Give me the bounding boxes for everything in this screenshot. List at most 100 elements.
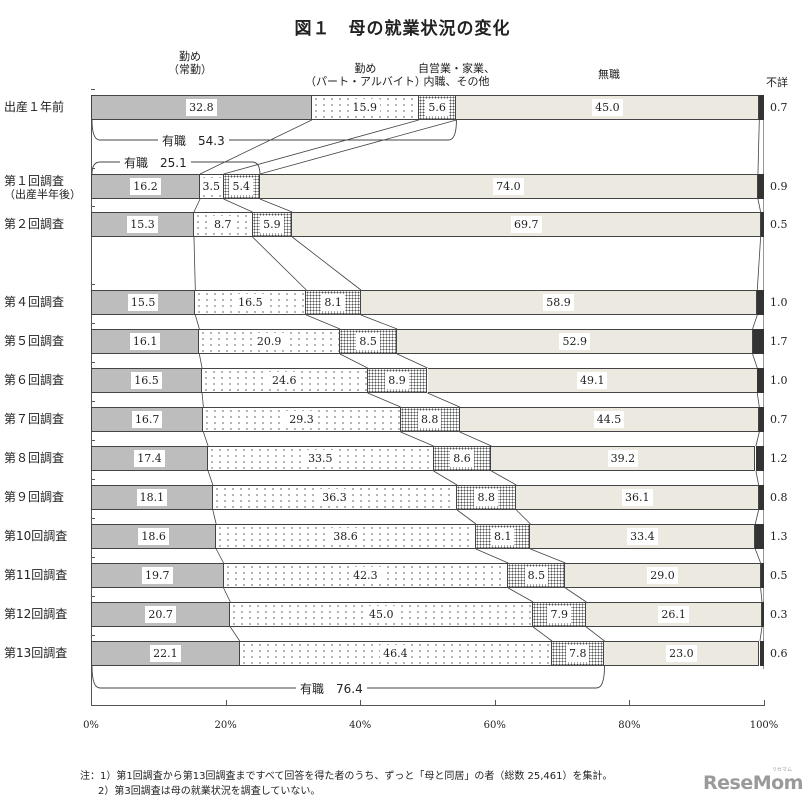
stacked-bar: 15.5 16.5 8.1 58.9 bbox=[91, 290, 764, 315]
unknown-value-label: 1.3 bbox=[770, 530, 788, 543]
value-label: 15.3 bbox=[127, 216, 158, 233]
value-label: 20.9 bbox=[253, 333, 285, 350]
bar-segment-self-employed: 8.8 bbox=[400, 407, 460, 432]
bar-segment-self-employed: 8.5 bbox=[508, 563, 566, 588]
bar-segment-unknown bbox=[757, 174, 764, 199]
y-tick bbox=[91, 440, 95, 441]
stacked-bar: 17.4 33.5 8.6 39.2 bbox=[91, 446, 764, 471]
value-label: 22.1 bbox=[150, 645, 181, 662]
bar-segment-regular: 15.5 bbox=[91, 290, 196, 315]
unknown-value-label: 0.7 bbox=[770, 101, 788, 114]
stacked-bar: 19.7 42.3 8.5 29.0 bbox=[91, 563, 764, 588]
x-tick-label: 80% bbox=[618, 720, 641, 731]
y-tick bbox=[91, 168, 95, 169]
footnote-1: 注：1）第1回調査から第13回調査まですべて回答を得た者のうち、ずっと「母と同居… bbox=[80, 771, 613, 782]
stacked-bar: 16.2 3.5 5.4 74.0 bbox=[91, 174, 764, 199]
value-label: 16.5 bbox=[235, 294, 266, 311]
value-label: 5.9 bbox=[260, 216, 284, 233]
value-label: 33.4 bbox=[627, 528, 658, 545]
stacked-bar: 18.1 36.3 8.8 36.1 bbox=[91, 485, 764, 510]
value-label: 8.7 bbox=[210, 216, 235, 233]
row-label: 第５回調査 bbox=[4, 334, 65, 348]
bar-segment-unknown bbox=[759, 641, 764, 666]
bar-segment-regular: 18.1 bbox=[91, 485, 213, 510]
legend-self-employed: 自営業・家業、 内職、その他 bbox=[418, 62, 495, 88]
bar-segment-self-employed: 5.9 bbox=[252, 212, 293, 237]
row-label: 第10回調査 bbox=[4, 529, 68, 543]
unknown-value-label: 1.0 bbox=[770, 296, 788, 309]
legend-unemployed: 無職 bbox=[598, 68, 620, 81]
unknown-value-label: 1.0 bbox=[770, 374, 788, 387]
x-tick-label: 60% bbox=[483, 720, 506, 731]
row-label: 出産１年前 bbox=[4, 100, 65, 114]
bar-segment-part-time: 24.6 bbox=[202, 368, 368, 393]
value-label: 8.8 bbox=[474, 489, 498, 506]
bar-segment-part-time: 36.3 bbox=[212, 485, 458, 510]
value-label: 46.4 bbox=[380, 645, 411, 662]
value-label: 69.7 bbox=[511, 216, 542, 233]
bar-segment-unknown bbox=[755, 446, 764, 471]
x-tick bbox=[494, 700, 496, 706]
bar-segment-regular: 32.8 bbox=[91, 95, 312, 120]
value-label: 26.1 bbox=[658, 606, 689, 623]
unknown-value-label: 0.9 bbox=[770, 180, 788, 193]
value-label: 19.7 bbox=[142, 567, 173, 584]
y-tick bbox=[91, 557, 95, 558]
brace-label-employed-before-birth: 有職 54.3 bbox=[158, 132, 229, 149]
value-label: 18.1 bbox=[136, 489, 168, 506]
value-label: 36.1 bbox=[622, 489, 653, 506]
bar-segment-self-employed: 8.1 bbox=[306, 290, 361, 315]
unknown-value-label: 1.7 bbox=[770, 335, 788, 348]
bar-segment-regular: 19.7 bbox=[91, 563, 224, 588]
y-tick bbox=[91, 479, 95, 480]
value-label: 8.5 bbox=[356, 333, 380, 350]
bar-segment-unemployed: 33.4 bbox=[530, 524, 756, 549]
value-label: 16.7 bbox=[131, 411, 163, 428]
row-label: 第４回調査 bbox=[4, 295, 65, 309]
bar-segment-regular: 18.6 bbox=[91, 524, 217, 549]
bar-segment-part-time: 45.0 bbox=[230, 602, 534, 627]
value-label: 8.5 bbox=[524, 567, 549, 584]
unknown-value-label: 1.2 bbox=[770, 452, 788, 465]
x-tick-label: 40% bbox=[349, 720, 372, 731]
bar-segment-unemployed: 49.1 bbox=[427, 368, 758, 393]
row-label: 第12回調査 bbox=[4, 607, 68, 621]
footnote-2: 2）第3回調査は母の就業状況を調査していない。 bbox=[98, 786, 321, 797]
bar-segment-self-employed: 5.4 bbox=[223, 174, 260, 199]
bar-segment-regular: 20.7 bbox=[91, 602, 231, 627]
bar-segment-self-employed: 8.8 bbox=[457, 485, 517, 510]
bar-segment-unemployed: 29.0 bbox=[565, 563, 761, 588]
value-label: 3.5 bbox=[199, 178, 224, 195]
row-label: 第２回調査 bbox=[4, 217, 65, 231]
bar-segment-unemployed: 58.9 bbox=[360, 290, 758, 315]
bar-segment-self-employed: 5.6 bbox=[418, 95, 457, 120]
y-tick bbox=[91, 284, 95, 285]
bar-segment-self-employed: 7.8 bbox=[552, 641, 605, 666]
value-label: 16.1 bbox=[129, 333, 161, 350]
bar-segment-unemployed: 69.7 bbox=[292, 212, 762, 237]
stacked-bar: 20.7 45.0 7.9 26.1 bbox=[91, 602, 764, 627]
bar-segment-unknown bbox=[760, 563, 764, 588]
bar-segment-regular: 16.5 bbox=[91, 368, 203, 393]
bar-segment-unemployed: 36.1 bbox=[516, 485, 760, 510]
y-tick bbox=[91, 323, 95, 324]
bar-segment-self-employed: 8.5 bbox=[340, 329, 398, 354]
value-label: 7.9 bbox=[547, 606, 571, 623]
x-tick-label: 20% bbox=[214, 720, 237, 731]
value-label: 20.7 bbox=[145, 606, 176, 623]
value-label: 5.6 bbox=[425, 99, 449, 116]
value-label: 16.2 bbox=[130, 178, 161, 195]
bar-segment-unemployed: 23.0 bbox=[604, 641, 760, 666]
value-label: 17.4 bbox=[134, 450, 165, 467]
value-label: 45.0 bbox=[592, 99, 623, 116]
row-label: 第１回調査 （出産半年後） bbox=[4, 174, 81, 202]
brace-label-employed-survey1: 有職 25.1 bbox=[120, 154, 191, 171]
unknown-value-label: 0.3 bbox=[770, 608, 788, 621]
value-label: 74.0 bbox=[493, 178, 524, 195]
bar-segment-part-time: 29.3 bbox=[203, 407, 401, 432]
value-label: 23.0 bbox=[666, 645, 697, 662]
bar-segment-self-employed: 8.6 bbox=[433, 446, 492, 471]
unknown-value-label: 0.6 bbox=[770, 647, 788, 660]
value-label: 45.0 bbox=[365, 606, 397, 623]
resemom-logo: ReseMom bbox=[703, 772, 803, 794]
